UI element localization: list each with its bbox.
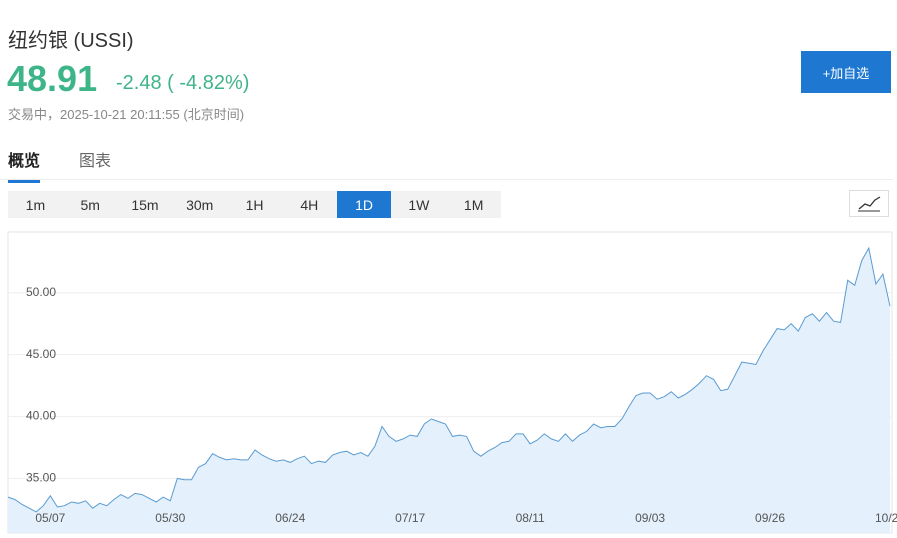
x-tick-label: 08/11 [516,511,545,525]
x-tick-label: 06/24 [275,511,305,525]
interval-button[interactable]: 30m [186,196,214,213]
interval-button[interactable]: 1M [463,196,484,213]
tab[interactable]: 图表 [79,153,112,170]
tab[interactable]: 概览 [8,147,41,183]
interval-button[interactable]: 1W [408,196,430,213]
change-pct: ( -4.82%) [167,72,250,94]
x-tick-label: 09/03 [635,511,665,525]
add-watchlist-button[interactable]: +加自选 [801,51,891,93]
x-tick-label: 05/07 [35,511,65,525]
x-tick-label: 05/30 [155,511,185,525]
tab-bar: 概览 图表 [0,142,893,183]
title: 纽约银 (USSI) [8,30,134,52]
interval-button[interactable]: 1H [245,196,264,213]
y-tick-label: 45.00 [26,347,56,361]
interval-button[interactable]: 4H [300,196,319,213]
area [8,248,890,533]
interval-button[interactable]: 1D [336,191,392,218]
interval-button[interactable]: 15m [131,196,159,213]
change-value: -2.48 [116,72,162,94]
price: 48.91 [7,58,98,99]
interval-bar: 1m 5m 15m 30m 1H 4H 1D 1W 1M [8,191,501,218]
y-tick-label: 40.00 [26,409,56,423]
interval-button[interactable]: 5m [80,196,100,213]
line [7,246,891,513]
change: -2.48 ( -4.82%) [116,72,249,95]
y-tick-label: 50.00 [26,285,56,299]
status: 交易中，2025-10-21 20:11:55 (北京时间) [8,107,245,122]
y-tick-label: 35.00 [26,471,56,485]
x-tick-label: 10/21 [875,511,897,525]
chart-type-button[interactable] [849,190,889,217]
x-tick-label: 07/17 [395,511,425,525]
x-tick-label: 09/26 [755,511,785,525]
interval-button[interactable]: 1m [25,196,46,213]
chart-icon [858,196,881,212]
